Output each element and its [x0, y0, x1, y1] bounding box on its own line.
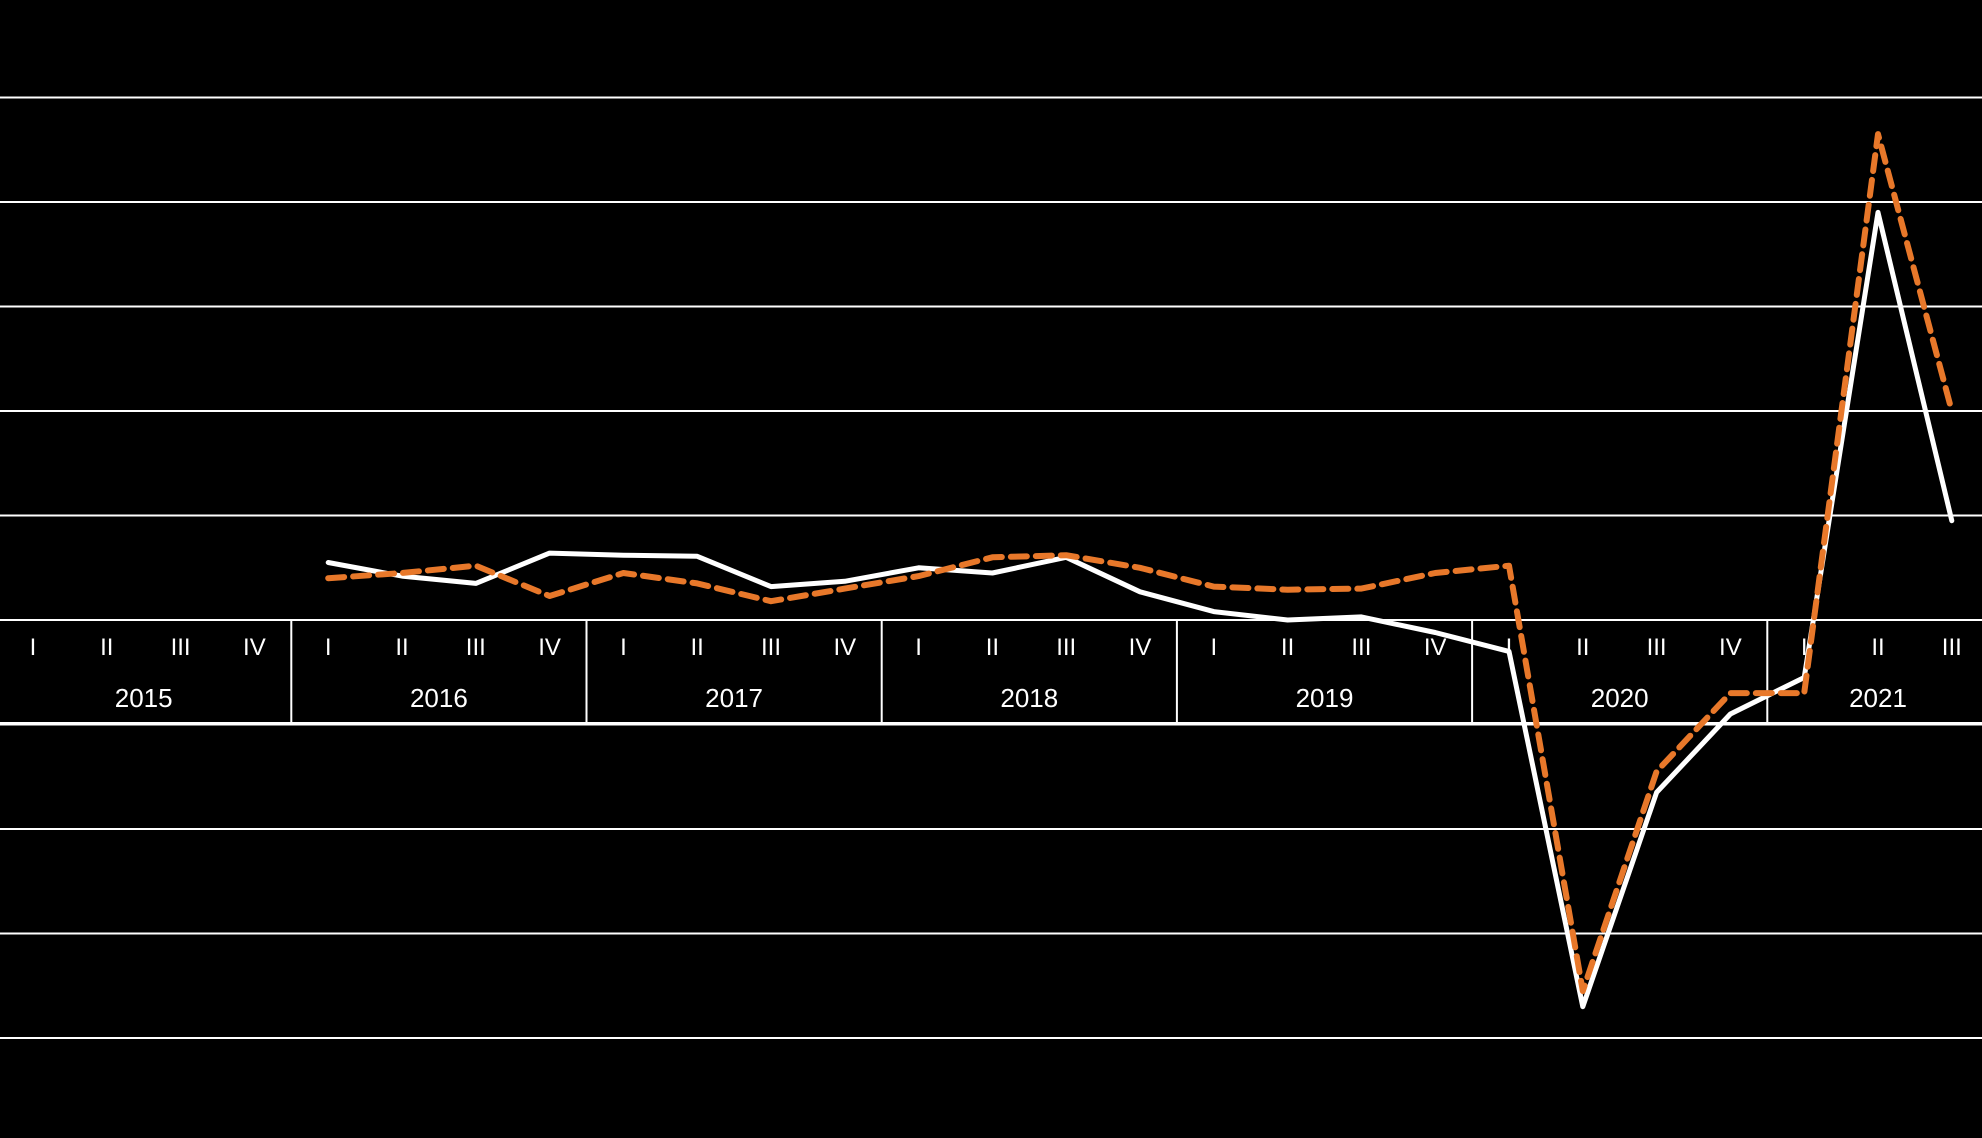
- year-label: 2021: [1849, 683, 1907, 713]
- quarter-tick-label: II: [986, 634, 999, 661]
- year-label: 2017: [705, 683, 763, 713]
- year-label: 2018: [1000, 683, 1058, 713]
- quarter-tick-label: IV: [538, 634, 561, 661]
- quarter-tick-label: IV: [1424, 634, 1447, 661]
- quarter-tick-label: II: [1281, 634, 1294, 661]
- quarter-tick-label: III: [1942, 634, 1962, 661]
- quarter-tick-label: III: [1647, 634, 1667, 661]
- quarter-tick-label: II: [100, 634, 113, 661]
- year-label: 2020: [1591, 683, 1649, 713]
- quarter-tick-label: I: [325, 634, 332, 661]
- series-lines: [325, 131, 1955, 1010]
- quarter-tick-label: II: [1576, 634, 1589, 661]
- quarter-tick-label: I: [1801, 634, 1808, 661]
- quarter-tick-label: IV: [833, 634, 856, 661]
- quarter-tick-label: II: [691, 634, 704, 661]
- quarter-tick-label: IV: [1129, 634, 1152, 661]
- year-label: 2015: [115, 683, 173, 713]
- quarter-tick-label: IV: [243, 634, 266, 661]
- quarter-tick-label: I: [30, 634, 37, 661]
- series-line-solid: [325, 209, 1955, 1010]
- category-axis: I II III IV I II III IV I II III IV I II III IV I II III IV…: [30, 620, 1962, 723]
- quarter-tick-label: II: [1871, 634, 1884, 661]
- quarter-tick-label: I: [1210, 634, 1217, 661]
- quarter-tick-label: I: [620, 634, 627, 661]
- gridlines: [0, 96, 1982, 1039]
- year-label: 2016: [410, 683, 468, 713]
- quarter-tick-label: III: [1056, 634, 1076, 661]
- series-line-dashed: [325, 131, 1955, 994]
- year-label: 2019: [1296, 683, 1354, 713]
- quarter-tick-label: II: [395, 634, 408, 661]
- quarter-tick-label: III: [466, 634, 486, 661]
- quarter-tick-label: I: [915, 634, 922, 661]
- quarter-tick-label: III: [1351, 634, 1371, 661]
- quarter-tick-label: III: [761, 634, 781, 661]
- quarter-tick-label: I: [1506, 634, 1513, 661]
- quarter-tick-label: III: [171, 634, 191, 661]
- quarter-tick-label: IV: [1719, 634, 1742, 661]
